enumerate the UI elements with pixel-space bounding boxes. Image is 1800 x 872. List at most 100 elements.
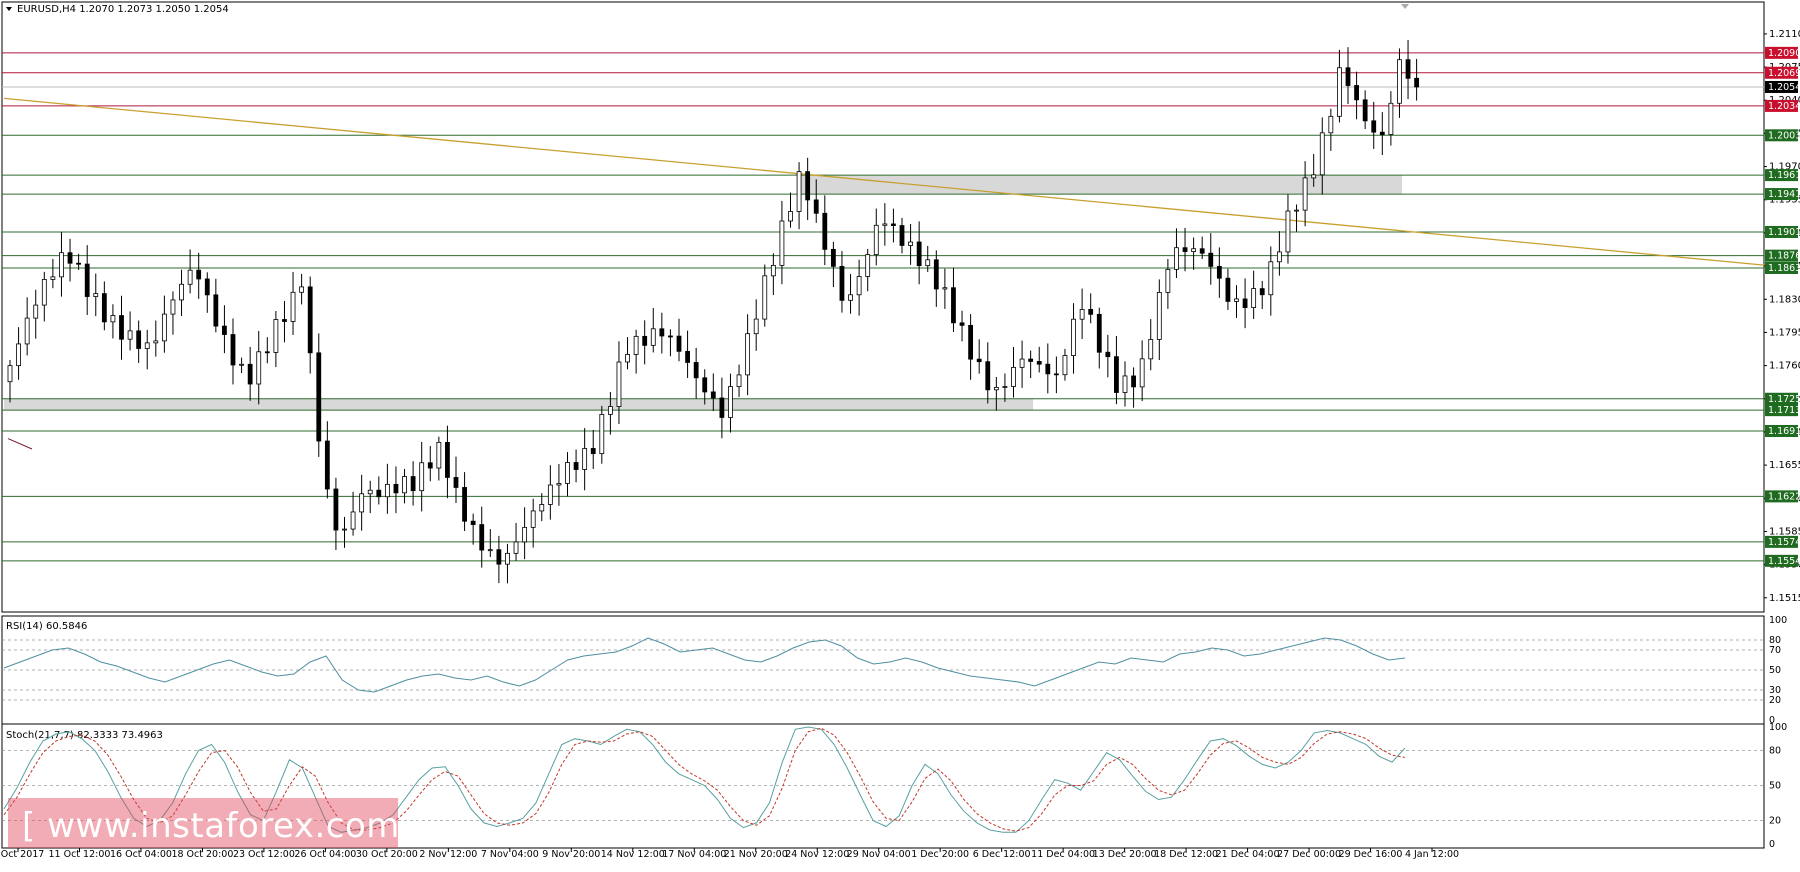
stoch-tick-label: 50 (1769, 781, 1781, 792)
stoch-tick-label: 80 (1769, 745, 1781, 756)
candle-body (1088, 309, 1094, 315)
candle-body (1337, 67, 1342, 117)
price-panel-title: EURUSD,H4 1.2070 1.2073 1.2050 1.2054 (17, 4, 229, 15)
stoch-tick-label: 100 (1769, 722, 1787, 733)
candle-body (719, 397, 725, 418)
candle-body (1036, 361, 1042, 365)
candle-body (187, 269, 193, 285)
candle-body (1319, 132, 1325, 176)
candle-body (1311, 174, 1317, 179)
x-tick-label: 24 Nov 12:00 (785, 849, 849, 860)
candle-body (693, 362, 699, 379)
candle-body (67, 252, 73, 264)
level-label-box (1765, 490, 1798, 503)
x-tick-label: 29 Dec 16:00 (1339, 849, 1403, 860)
x-tick-label: 4 Jan 12:00 (1405, 849, 1459, 860)
price-tick-label: 1.1970 (1769, 162, 1800, 173)
candle-body (1371, 120, 1377, 133)
candle-body (144, 342, 150, 349)
candle-body (24, 317, 30, 345)
price-panel-frame (1, 1, 1765, 613)
candle-body (839, 266, 845, 301)
candle-body (710, 391, 716, 399)
candle-body (505, 552, 510, 565)
candle-body (830, 248, 836, 267)
level-label-box (1765, 129, 1798, 142)
candle-body (685, 350, 690, 363)
price-tick-label: 1.2110 (1769, 29, 1800, 40)
candle-body (959, 322, 965, 326)
level-label-1.2003: 1.2003 (1768, 130, 1800, 141)
candle-body (1122, 375, 1128, 393)
candle-body (607, 406, 613, 415)
candle-body (1011, 366, 1016, 387)
x-tick-label: 2 Nov 12:00 (419, 849, 477, 860)
candle-body (84, 263, 90, 297)
level-label-box (1765, 188, 1798, 201)
x-tick-label: 1 Dec 20:00 (911, 849, 969, 860)
level-label-1.1901: 1.1901 (1768, 227, 1800, 238)
level-label-1.1574: 1.1574 (1768, 537, 1800, 548)
candle-body (256, 351, 262, 385)
level-label-1.1876: 1.1876 (1768, 251, 1800, 262)
candle-body (1354, 85, 1359, 101)
candle-body (925, 259, 931, 267)
candle-body (161, 313, 167, 342)
candle-body (324, 440, 330, 490)
candle-body (59, 252, 64, 278)
candle-body (76, 262, 82, 265)
candle-body (968, 324, 974, 360)
x-tick-label: 21 Nov 20:00 (724, 849, 788, 860)
candle-body (702, 377, 708, 393)
level-label-box (1765, 392, 1798, 405)
candle-body (1165, 268, 1171, 293)
candle-body (1379, 131, 1385, 135)
stoch-panel-frame (1, 723, 1765, 849)
candle-body (676, 335, 682, 352)
candle-body (668, 335, 673, 338)
rsi-tick-label: 100 (1769, 615, 1787, 626)
x-tick-label: 9 Nov 20:00 (542, 849, 600, 860)
candle-body (50, 276, 56, 280)
dropdown-triangle-icon (6, 7, 12, 11)
candle-body (1397, 59, 1402, 104)
level-label-box (1765, 404, 1798, 417)
candle-body (616, 361, 622, 407)
candle-body (873, 224, 879, 256)
candle-body (239, 363, 244, 366)
candle-body (1225, 277, 1231, 302)
candle-body (753, 318, 759, 335)
price-tick-label: 1.1515 (1769, 593, 1800, 604)
x-tick-label: 29 Nov 04:00 (847, 849, 911, 860)
candle-body (1002, 386, 1008, 388)
candle-body (453, 477, 459, 488)
level-label-box (1765, 46, 1798, 59)
x-tick-label: 18 Dec 12:00 (1154, 849, 1218, 860)
candle-body (642, 335, 648, 346)
level-label-box (1765, 169, 1798, 182)
candle-body (1019, 358, 1025, 368)
candle-body (1131, 375, 1136, 388)
rsi-tick-label: 0 (1769, 715, 1775, 726)
candle-body (942, 287, 948, 290)
price-tick-label: 1.1655 (1769, 460, 1800, 471)
candle-body (582, 448, 588, 470)
candle-body (110, 315, 116, 323)
candle-body (350, 511, 356, 530)
price-tick-label: 1.1760 (1769, 361, 1800, 372)
watermark-box (8, 798, 398, 848)
candle-body (1414, 77, 1420, 88)
candle-body (659, 328, 665, 337)
candle-body (745, 333, 751, 376)
candle-body (393, 483, 399, 494)
level-label-box (1765, 424, 1798, 437)
candle-body (1259, 288, 1265, 296)
level-label-1.1961: 1.1961 (1768, 170, 1800, 181)
candle-body (204, 278, 210, 296)
candle-body (1199, 248, 1205, 254)
stoch-title: Stoch(21,7,7) 82.3333 73.4963 (6, 730, 163, 741)
candle-body (805, 171, 811, 201)
candle-body (290, 291, 296, 322)
candle-body (307, 286, 313, 354)
